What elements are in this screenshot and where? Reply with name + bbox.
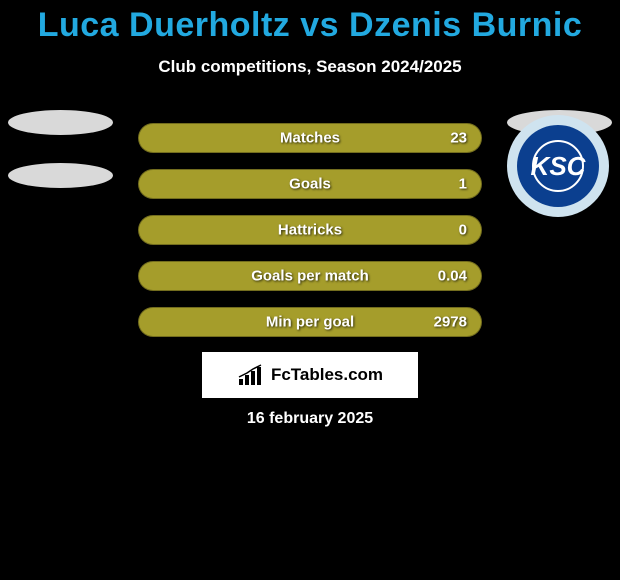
avatar-right: KSC: [507, 110, 612, 217]
club-badge: KSC: [507, 115, 609, 217]
player1-name: Luca Duerholtz: [38, 6, 291, 44]
page-title: Luca Duerholtz vs Dzenis Burnic: [0, 0, 620, 45]
stat-row: Matches 23: [138, 123, 482, 153]
stat-label: Hattricks: [278, 222, 342, 239]
club-badge-inner: KSC: [517, 125, 599, 207]
player2-name: Dzenis Burnic: [349, 6, 582, 44]
footer-brand: FcTables.com: [271, 365, 383, 385]
stat-row: Goals 1: [138, 169, 482, 199]
stat-label: Matches: [280, 130, 340, 147]
stat-row: Hattricks 0: [138, 215, 482, 245]
club-badge-ring: [532, 140, 584, 192]
stat-label: Goals per match: [251, 268, 369, 285]
stat-value: 0: [459, 222, 467, 239]
stats-container: Matches 23 Goals 1 Hattricks 0 Goals per…: [138, 123, 482, 353]
avatar-left-ellipse-1: [8, 110, 113, 135]
stat-label: Min per goal: [266, 314, 354, 331]
avatar-left: [8, 110, 113, 216]
avatar-left-ellipse-2: [8, 163, 113, 188]
stat-value: 2978: [434, 314, 467, 331]
subtitle: Club competitions, Season 2024/2025: [0, 57, 620, 77]
stat-value: 1: [459, 176, 467, 193]
stat-value: 0.04: [438, 268, 467, 285]
vs-text: vs: [300, 6, 339, 44]
stat-value: 23: [450, 130, 467, 147]
footer-logo[interactable]: FcTables.com: [202, 352, 418, 398]
stat-row: Min per goal 2978: [138, 307, 482, 337]
chart-icon: [237, 363, 267, 387]
footer-date: 16 february 2025: [247, 410, 373, 428]
stat-row: Goals per match 0.04: [138, 261, 482, 291]
stat-label: Goals: [289, 176, 331, 193]
